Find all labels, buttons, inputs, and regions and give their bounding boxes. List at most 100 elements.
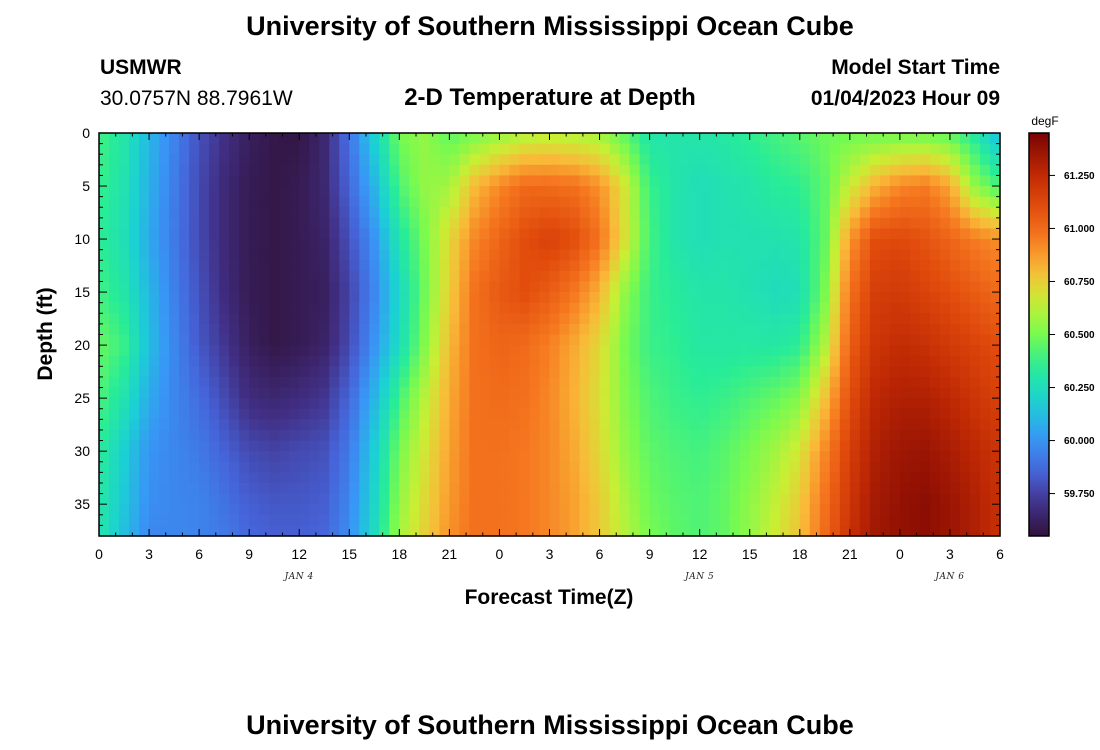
heatmap-cell	[229, 281, 240, 293]
heatmap-cell	[849, 366, 861, 378]
heatmap-cell	[439, 504, 450, 516]
heatmap-cell	[949, 260, 961, 272]
heatmap-cell	[859, 313, 871, 325]
heatmap-cell	[599, 239, 611, 251]
heatmap-cell	[849, 408, 861, 420]
heatmap-cell	[159, 482, 170, 495]
heatmap-cell	[649, 302, 661, 314]
heatmap-cell	[789, 387, 801, 399]
heatmap-cell	[459, 143, 471, 155]
heatmap-cell	[159, 228, 170, 240]
heatmap-cell	[819, 376, 831, 389]
heatmap-cell	[309, 440, 320, 452]
heatmap-cell	[319, 472, 330, 484]
heatmap-cell	[539, 482, 551, 495]
heatmap-cell	[309, 366, 320, 378]
heatmap-cell	[629, 270, 641, 283]
heatmap-cell	[309, 482, 320, 495]
heatmap-cell	[489, 186, 501, 198]
heatmap-cell	[269, 525, 280, 537]
heatmap-cell	[139, 482, 150, 495]
heatmap-cell	[279, 302, 290, 314]
heatmap-cell	[709, 398, 721, 410]
heatmap-cell	[959, 323, 971, 336]
heatmap-cell	[829, 239, 841, 251]
heatmap-cell	[679, 482, 691, 495]
heatmap-cell	[339, 419, 350, 431]
heatmap-cell	[439, 376, 450, 389]
heatmap-cell	[939, 260, 951, 272]
heatmap-cell	[729, 313, 741, 325]
heatmap-cell	[109, 239, 120, 251]
heatmap-cell	[379, 154, 390, 166]
heatmap-cell	[169, 461, 180, 473]
heatmap-cell	[159, 186, 170, 198]
heatmap-cell	[509, 451, 521, 463]
heatmap-cell	[739, 408, 751, 420]
heatmap-cell	[199, 207, 210, 219]
heatmap-cell	[289, 472, 300, 484]
heatmap-cell	[749, 249, 761, 261]
heatmap-cell	[239, 207, 250, 219]
heatmap-cell	[789, 143, 801, 155]
heatmap-cell	[189, 281, 200, 293]
heatmap-cell	[249, 408, 260, 420]
heatmap-cell	[669, 154, 681, 166]
heatmap-cell	[429, 334, 440, 346]
heatmap-cell	[629, 504, 641, 516]
heatmap-cell	[499, 281, 511, 293]
heatmap-cell	[209, 514, 220, 526]
heatmap-cell	[899, 514, 911, 526]
heatmap-cell	[149, 239, 160, 251]
heatmap-cell	[189, 249, 200, 261]
heatmap-cell	[479, 164, 491, 177]
heatmap-cell	[409, 366, 420, 378]
heatmap-cell	[739, 260, 751, 272]
heatmap-cell	[219, 461, 230, 473]
heatmap-cell	[719, 302, 731, 314]
heatmap-cell	[929, 440, 941, 452]
page-title: University of Southern Mississippi Ocean…	[246, 11, 854, 41]
heatmap-cell	[539, 302, 551, 314]
heatmap-cell	[369, 355, 380, 367]
heatmap-cell	[429, 376, 440, 389]
heatmap-cell	[179, 133, 190, 145]
heatmap-cell	[429, 504, 440, 516]
heatmap-cell	[629, 323, 641, 336]
heatmap-cell	[379, 514, 390, 526]
heatmap-cell	[529, 440, 541, 452]
heatmap-cell	[839, 429, 851, 442]
heatmap-cell	[189, 525, 200, 537]
heatmap-cell	[519, 313, 531, 325]
heatmap-cell	[989, 504, 1001, 516]
heatmap-cell	[489, 366, 501, 378]
heatmap-cell	[139, 186, 150, 198]
heatmap-cell	[849, 387, 861, 399]
heatmap-cell	[669, 504, 681, 516]
heatmap-cell	[839, 482, 851, 495]
heatmap-cell	[749, 366, 761, 378]
heatmap-cell	[199, 451, 210, 463]
heatmap-cell	[839, 207, 851, 219]
heatmap-cell	[329, 504, 340, 516]
heatmap-cell	[499, 249, 511, 261]
heatmap-cell	[399, 302, 410, 314]
heatmap-cell	[189, 345, 200, 357]
heatmap-cell	[899, 345, 911, 357]
heatmap-cell	[869, 472, 881, 484]
heatmap-cell	[439, 143, 450, 155]
heatmap-cell	[299, 164, 310, 177]
heatmap-cell	[509, 323, 521, 336]
heatmap-cell	[689, 270, 701, 283]
heatmap-cell	[419, 239, 430, 251]
heatmap-cell	[809, 504, 821, 516]
heatmap-cell	[459, 334, 471, 346]
heatmap-cell	[179, 461, 190, 473]
heatmap-cell	[639, 419, 651, 431]
heatmap-cell	[939, 376, 951, 389]
heatmap-cell	[959, 260, 971, 272]
heatmap-cell	[889, 133, 901, 145]
heatmap-cell	[289, 270, 300, 283]
heatmap-cell	[409, 207, 420, 219]
heatmap-cell	[179, 175, 190, 187]
